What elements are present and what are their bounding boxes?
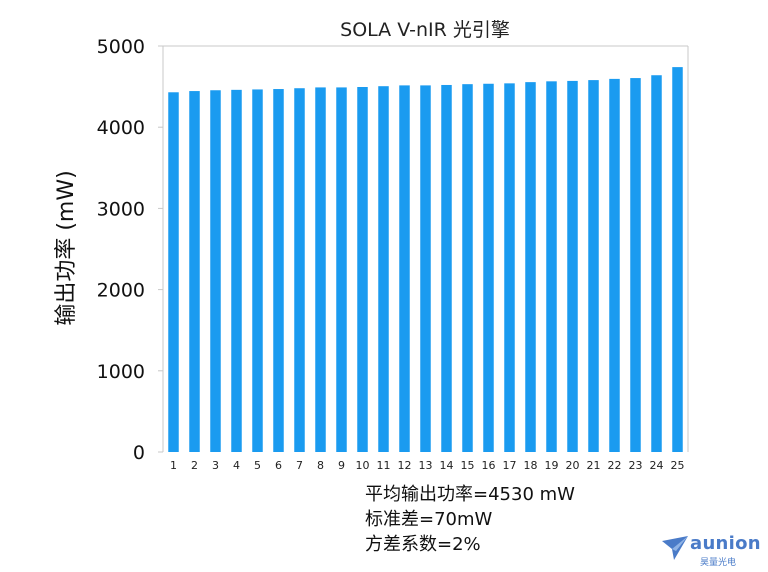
x-tick-label: 6 [275, 459, 282, 472]
y-axis-label: 输出功率 (mW) [54, 170, 79, 325]
x-tick-label: 14 [440, 459, 454, 472]
bar [672, 67, 683, 452]
x-tick-label: 13 [419, 459, 433, 472]
bar [567, 80, 578, 452]
bar [315, 87, 326, 453]
bar [231, 89, 242, 453]
bar [168, 92, 179, 452]
y-tick-label: 1000 [97, 361, 145, 383]
x-tick-label: 12 [398, 459, 412, 472]
x-tick-label: 24 [650, 459, 664, 472]
bar [609, 78, 620, 453]
x-tick-label: 25 [671, 459, 685, 472]
x-axis: 1 2 3 4 5 6 7 8 9 10 11 12 13 14 15 16 17 18 19 20 21 22 23 24 2… [170, 459, 685, 472]
x-tick-label: 17 [503, 459, 517, 472]
bar [399, 85, 410, 452]
coefficient-of-variation-label: 方差系数=2% [365, 534, 481, 555]
y-tick-label: 2000 [97, 280, 145, 302]
x-tick-label: 2 [191, 459, 198, 472]
bar [651, 75, 662, 453]
y-tick-label: 5000 [97, 36, 145, 58]
chart-title: SOLA V-nIR 光引擎 [340, 19, 510, 41]
y-tick-label: 0 [133, 442, 145, 464]
x-tick-label: 9 [338, 459, 345, 472]
bar [462, 84, 473, 452]
x-tick-label: 19 [545, 459, 559, 472]
x-tick-label: 8 [317, 459, 324, 472]
bar [273, 89, 284, 452]
bar [294, 88, 305, 452]
bar [546, 81, 557, 453]
x-tick-label: 7 [296, 459, 303, 472]
bar [441, 84, 452, 452]
x-tick-label: 16 [482, 459, 496, 472]
bars [168, 67, 683, 453]
x-tick-label: 11 [377, 459, 391, 472]
x-tick-label: 22 [608, 459, 622, 472]
bar [378, 86, 389, 452]
paper-plane-icon [662, 536, 688, 560]
logo-subtitle: 昊量光电 [700, 558, 737, 568]
x-tick-label: 1 [170, 459, 177, 472]
bar [336, 87, 347, 453]
bar [483, 83, 494, 453]
company-logo: aunion 昊量光电 [660, 531, 761, 568]
x-tick-label: 3 [212, 459, 219, 472]
mean-power-label: 平均输出功率=4530 mW [365, 484, 575, 505]
bar [525, 82, 536, 452]
y-tick-label: 3000 [97, 198, 145, 220]
y-axis: 0 1000 2000 3000 4000 5000 [97, 36, 689, 464]
x-tick-label: 4 [233, 459, 240, 472]
x-tick-label: 15 [461, 459, 475, 472]
bar [210, 90, 221, 452]
bar [420, 85, 431, 452]
x-tick-label: 20 [566, 459, 580, 472]
std-dev-label: 标准差=70mW [365, 509, 493, 530]
x-tick-label: 21 [587, 459, 601, 472]
x-tick-label: 18 [524, 459, 538, 472]
bar [588, 80, 599, 452]
bar [357, 87, 368, 453]
bar [252, 89, 263, 452]
x-tick-label: 23 [629, 459, 643, 472]
bar [504, 83, 515, 453]
y-tick-label: 4000 [97, 117, 145, 139]
bar [189, 91, 200, 452]
x-tick-label: 5 [254, 459, 261, 472]
logo-name: aunion [690, 533, 761, 554]
bar [630, 78, 641, 452]
x-tick-label: 10 [356, 459, 370, 472]
